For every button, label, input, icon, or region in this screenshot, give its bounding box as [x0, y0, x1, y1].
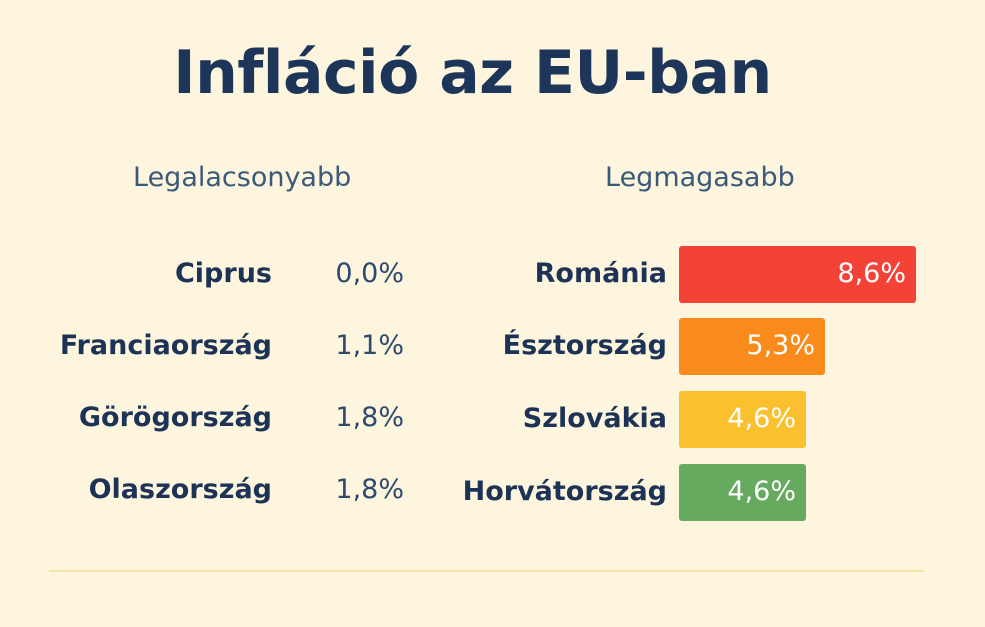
divider	[49, 570, 924, 572]
highest-row: Horvátország 4,6%	[0, 464, 985, 521]
lowest-country-label: Ciprus	[174, 258, 272, 289]
highest-value-label: 5,3%	[746, 330, 815, 361]
lowest-country-label: Olaszország	[88, 474, 272, 505]
page-title: Infláció az EU-ban	[173, 38, 772, 108]
lowest-row: Olaszország 1,8%	[0, 462, 420, 519]
highest-country-label: Szlovákia	[522, 403, 667, 434]
highest-heading: Legmagasabb	[605, 162, 795, 193]
lowest-value-label: 1,8%	[335, 402, 404, 433]
lowest-country-label: Franciaország	[59, 330, 272, 361]
lowest-value-label: 1,8%	[335, 474, 404, 505]
highest-country-label: Románia	[534, 258, 667, 289]
highest-country-label: Észtország	[502, 330, 667, 361]
highest-country-label: Horvátország	[462, 476, 667, 507]
highest-row: Észtország 5,3%	[0, 318, 985, 375]
highest-bar: 4,6%	[679, 391, 806, 448]
highest-row: Szlovákia 4,6%	[0, 391, 985, 448]
highest-bar: 5,3%	[679, 318, 825, 375]
lowest-row: Ciprus 0,0%	[0, 246, 420, 303]
highest-value-label: 4,6%	[727, 403, 796, 434]
highest-value-label: 8,6%	[837, 258, 906, 289]
lowest-value-label: 0,0%	[335, 258, 404, 289]
lowest-row: Franciaország 1,1%	[0, 318, 420, 375]
lowest-value-label: 1,1%	[335, 330, 404, 361]
highest-value-label: 4,6%	[727, 476, 796, 507]
lowest-country-label: Görögország	[78, 402, 272, 433]
highest-row: Románia 8,6%	[0, 246, 985, 303]
highest-bar: 8,6%	[679, 246, 916, 303]
lowest-row: Görögország 1,8%	[0, 390, 420, 447]
lowest-heading: Legalacsonyabb	[133, 162, 352, 193]
highest-bar: 4,6%	[679, 464, 806, 521]
